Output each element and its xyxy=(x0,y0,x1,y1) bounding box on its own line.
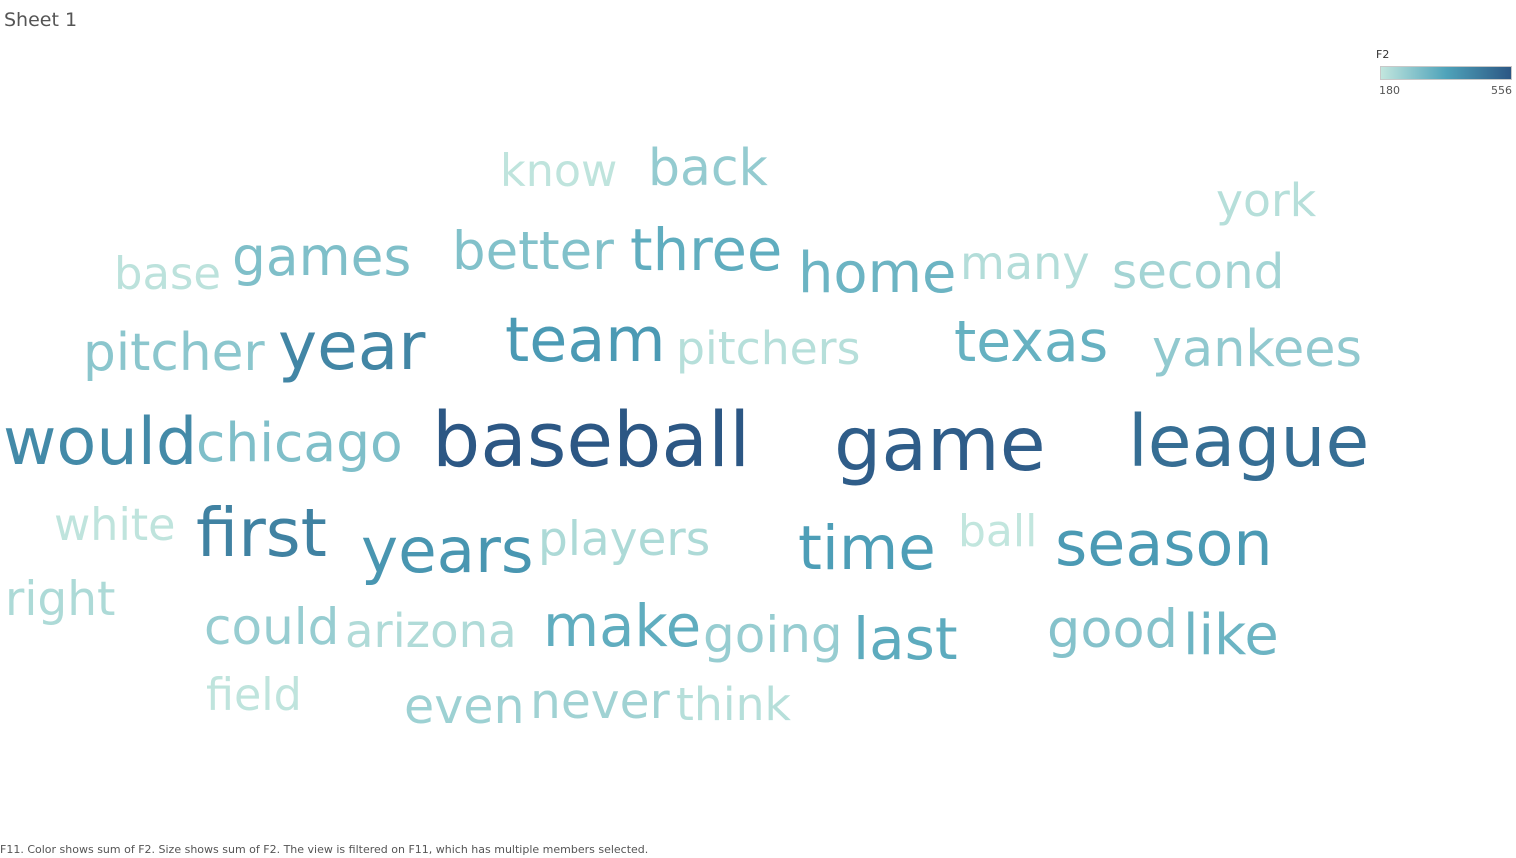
word-team: team xyxy=(505,304,666,376)
word-chicago: chicago xyxy=(196,411,403,474)
word-many: many xyxy=(960,236,1090,290)
word-think: think xyxy=(676,678,791,731)
word-york: york xyxy=(1216,174,1317,227)
word-yankees: yankees xyxy=(1152,319,1362,378)
word-year: year xyxy=(278,308,426,385)
word-season: season xyxy=(1055,508,1273,580)
word-last: last xyxy=(853,605,958,673)
word-players: players xyxy=(538,512,711,567)
word-field: field xyxy=(206,670,302,721)
legend-gradient-bar xyxy=(1380,66,1512,80)
word-pitcher: pitcher xyxy=(83,323,265,383)
word-know: know xyxy=(500,146,618,197)
word-good: good xyxy=(1047,599,1178,660)
word-going: going xyxy=(703,606,843,664)
word-right: right xyxy=(5,572,116,627)
word-baseball: baseball xyxy=(432,395,751,484)
word-ball: ball xyxy=(958,506,1038,557)
word-pitchers: pitchers xyxy=(676,322,861,375)
word-first: first xyxy=(196,494,327,572)
word-never: never xyxy=(530,674,670,730)
legend-max-label: 556 xyxy=(1491,84,1512,97)
word-game: game xyxy=(834,401,1046,488)
word-years: years xyxy=(361,514,534,587)
word-games: games xyxy=(232,225,412,288)
word-home: home xyxy=(798,241,957,306)
word-league: league xyxy=(1128,400,1370,483)
word-three: three xyxy=(630,217,783,284)
legend-title: F2 xyxy=(1376,48,1390,61)
word-make: make xyxy=(543,593,702,660)
word-texas: texas xyxy=(954,309,1109,375)
word-would: would xyxy=(3,404,198,480)
word-even: even xyxy=(404,677,525,735)
word-time: time xyxy=(798,513,936,584)
sheet-title: Sheet 1 xyxy=(4,9,78,31)
word-could: could xyxy=(204,598,340,656)
word-arizona: arizona xyxy=(345,604,517,658)
word-better: better xyxy=(452,221,614,282)
word-back: back xyxy=(648,138,768,197)
legend-min-label: 180 xyxy=(1379,84,1400,97)
view-caption: F11. Color shows sum of F2. Size shows s… xyxy=(0,843,649,856)
color-legend: F2 180 556 xyxy=(1376,48,1512,100)
word-like: like xyxy=(1183,603,1279,668)
word-second: second xyxy=(1112,244,1285,300)
word-base: base xyxy=(114,247,222,300)
word-white: white xyxy=(54,500,176,551)
